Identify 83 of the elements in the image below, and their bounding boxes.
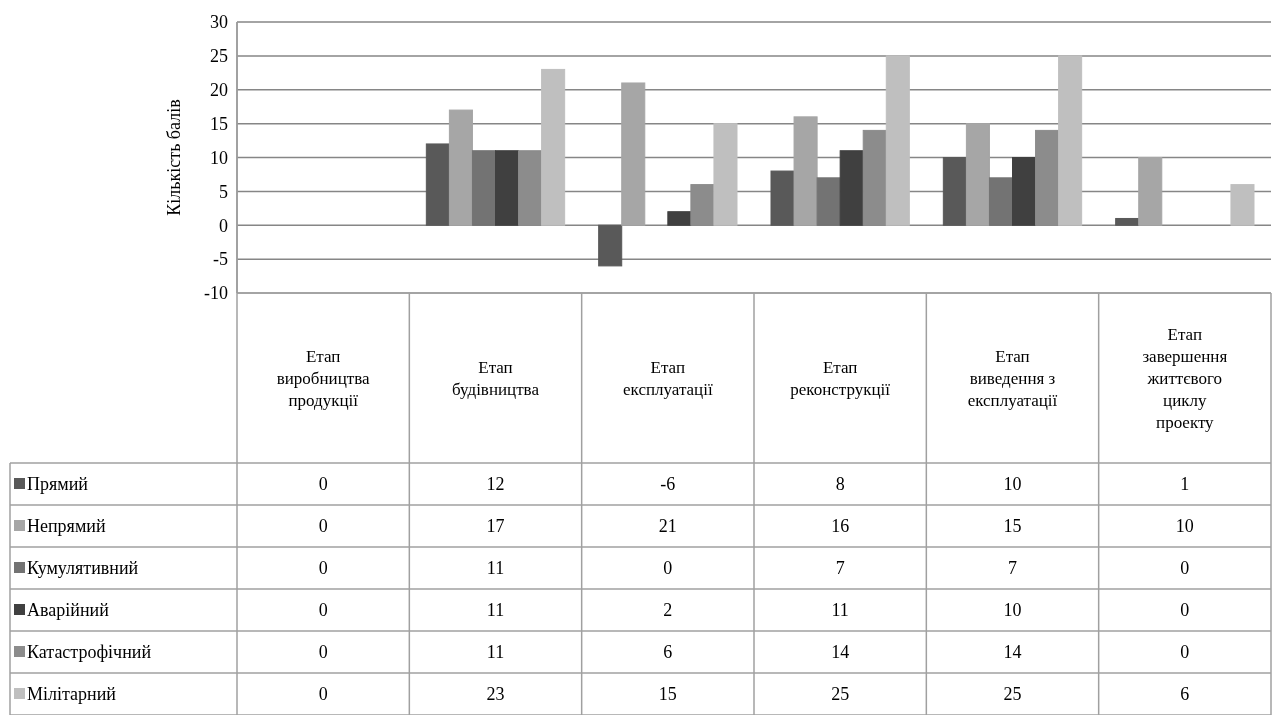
bar [1115, 217, 1140, 226]
data-label: 11 [486, 558, 505, 579]
data-label: 11 [486, 600, 505, 621]
x-tick-label: Етап завершення життєвого циклу проекту [1142, 324, 1228, 432]
bar [988, 177, 1013, 226]
data-label: 11 [831, 600, 849, 621]
data-label: 0 [663, 558, 673, 579]
data-label: 16 [831, 516, 850, 537]
y-tick-label: 5 [219, 181, 228, 202]
bar [541, 68, 566, 226]
bar [965, 123, 990, 226]
data-label: 0 [318, 474, 328, 495]
legend-label: Мілітарний [27, 684, 117, 705]
data-label: 12 [486, 474, 505, 495]
legend-label: Катастрофічний [27, 642, 152, 663]
data-label: 11 [486, 642, 505, 663]
y-tick-label: 25 [210, 46, 228, 67]
bar [448, 109, 473, 226]
data-label: 10 [1003, 600, 1022, 621]
bar [425, 143, 450, 226]
bar [839, 150, 864, 226]
bar [885, 55, 910, 226]
bar [793, 116, 818, 226]
data-label: 14 [1003, 642, 1022, 663]
bar [942, 157, 967, 226]
bar [1012, 157, 1037, 226]
bar [1230, 184, 1255, 226]
data-label: 7 [1008, 558, 1017, 579]
data-label: 1 [1180, 474, 1190, 495]
y-tick-label: -10 [204, 283, 228, 304]
data-label: 23 [486, 684, 505, 705]
y-tick-label: 0 [219, 215, 228, 236]
data-label: -6 [660, 474, 676, 495]
y-tick-label: 15 [210, 113, 228, 134]
bar [1035, 129, 1060, 226]
data-label: 15 [1003, 516, 1022, 537]
data-label: 8 [835, 474, 845, 495]
legend-label: Аварійний [27, 600, 110, 621]
y-tick-label: 30 [210, 12, 228, 33]
data-label: 25 [831, 684, 850, 705]
bar [621, 82, 646, 226]
legend-label: Прямий [27, 474, 89, 495]
data-label: 6 [663, 642, 673, 663]
bar [667, 211, 692, 226]
bar [862, 129, 887, 226]
data-label: 0 [1180, 558, 1190, 579]
x-tick-label: Етап реконструкції [790, 357, 891, 399]
bar [471, 150, 496, 226]
bar [770, 170, 795, 226]
legend-label: Непрямий [27, 516, 106, 537]
data-label: 10 [1175, 516, 1194, 537]
y-axis-title: Кількість балів [164, 99, 184, 216]
data-label: 14 [831, 642, 850, 663]
data-label: 0 [318, 600, 328, 621]
data-label: 15 [658, 684, 677, 705]
bar [495, 150, 520, 226]
x-tick-label: Етап експлуатації [623, 357, 713, 399]
y-tick-label: -5 [213, 249, 228, 270]
data-label: 0 [318, 642, 328, 663]
legend-label: Кумулятивний [27, 558, 139, 579]
bar [713, 123, 738, 226]
bar [598, 224, 623, 267]
bar [1058, 55, 1083, 226]
bar [518, 150, 543, 226]
data-label: 2 [663, 600, 673, 621]
data-label: 0 [318, 558, 328, 579]
data-label: 25 [1003, 684, 1022, 705]
data-label: 10 [1003, 474, 1022, 495]
data-label: 21 [658, 516, 677, 537]
data-label: 17 [486, 516, 505, 537]
data-label: 0 [1180, 600, 1190, 621]
x-tick-label: Етап будівництва [452, 357, 540, 399]
data-label: 6 [1180, 684, 1190, 705]
data-label: 0 [1180, 642, 1190, 663]
bar [1138, 157, 1163, 226]
y-tick-label: 10 [210, 147, 228, 168]
x-tick-label: Етап виробництва продукції [276, 346, 371, 410]
data-label: 7 [835, 558, 845, 579]
y-tick-label: 20 [210, 80, 228, 101]
data-label: 0 [318, 516, 328, 537]
bar [816, 177, 841, 226]
x-tick-label: Етап виведення з експлуатації [967, 346, 1058, 410]
data-label: 0 [318, 684, 328, 705]
